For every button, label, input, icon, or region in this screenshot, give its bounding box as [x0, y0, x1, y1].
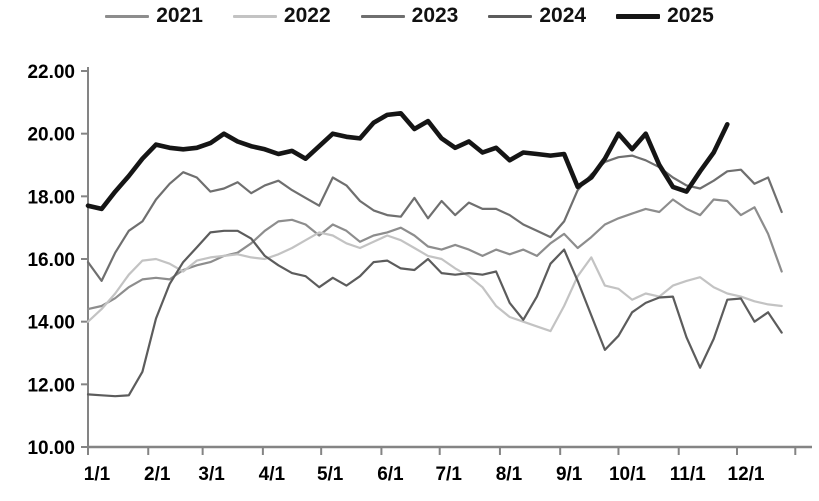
legend-swatch-2021: [105, 14, 150, 18]
legend-label-2022: 2022: [283, 4, 331, 27]
x-tick-label: 3/1: [198, 464, 225, 485]
y-tick-label: 10.00: [27, 438, 75, 459]
x-tick-label: 9/1: [556, 464, 583, 485]
x-tick-label: 5/1: [317, 464, 344, 485]
series-line-2021: [86, 198, 783, 311]
y-tick-label: 14.00: [27, 313, 75, 334]
x-tick-label: 7/1: [435, 464, 462, 485]
legend-swatch-2025: [616, 13, 661, 19]
y-tick-label: 22.00: [27, 62, 75, 83]
x-tick-label: 11/1: [670, 464, 706, 485]
legend-swatch-2022: [232, 14, 277, 18]
x-tick-label: 10/1: [609, 464, 646, 485]
x-tick-label: 2/1: [144, 464, 171, 485]
x-tick-label: 6/1: [377, 464, 404, 485]
x-tick-label: 1/1: [84, 464, 111, 485]
legend-item-2023: 2023: [360, 4, 459, 28]
legend-label-2024: 2024: [539, 4, 587, 27]
series-line-2023: [86, 154, 783, 282]
y-tick-label: 18.00: [27, 187, 75, 208]
x-tick-label: 8/1: [496, 464, 523, 485]
legend-swatch-2023: [360, 14, 405, 18]
legend-item-2024: 2024: [488, 4, 586, 28]
y-tick-label: 16.00: [27, 250, 75, 271]
legend-label-2023: 2023: [411, 4, 459, 27]
x-tick-label: 12/1: [728, 464, 765, 485]
y-tick-label: 12.00: [27, 375, 75, 396]
y-tick-label: 20.00: [27, 125, 75, 146]
series-line-2022: [86, 231, 783, 333]
legend-item-2025: 2025: [616, 4, 714, 28]
legend-item-2022: 2022: [232, 4, 331, 28]
legend-swatch-2024: [488, 14, 533, 18]
chart-legend: 2021 2022 2023 2024 2025: [0, 4, 819, 28]
legend-label-2025: 2025: [667, 4, 714, 27]
x-tick-label: 4/1: [259, 464, 286, 485]
series-line-2024: [86, 229, 783, 398]
legend-item-2021: 2021: [105, 4, 203, 28]
series-line-2025: [85, 111, 730, 212]
legend-label-2021: 2021: [156, 4, 203, 27]
